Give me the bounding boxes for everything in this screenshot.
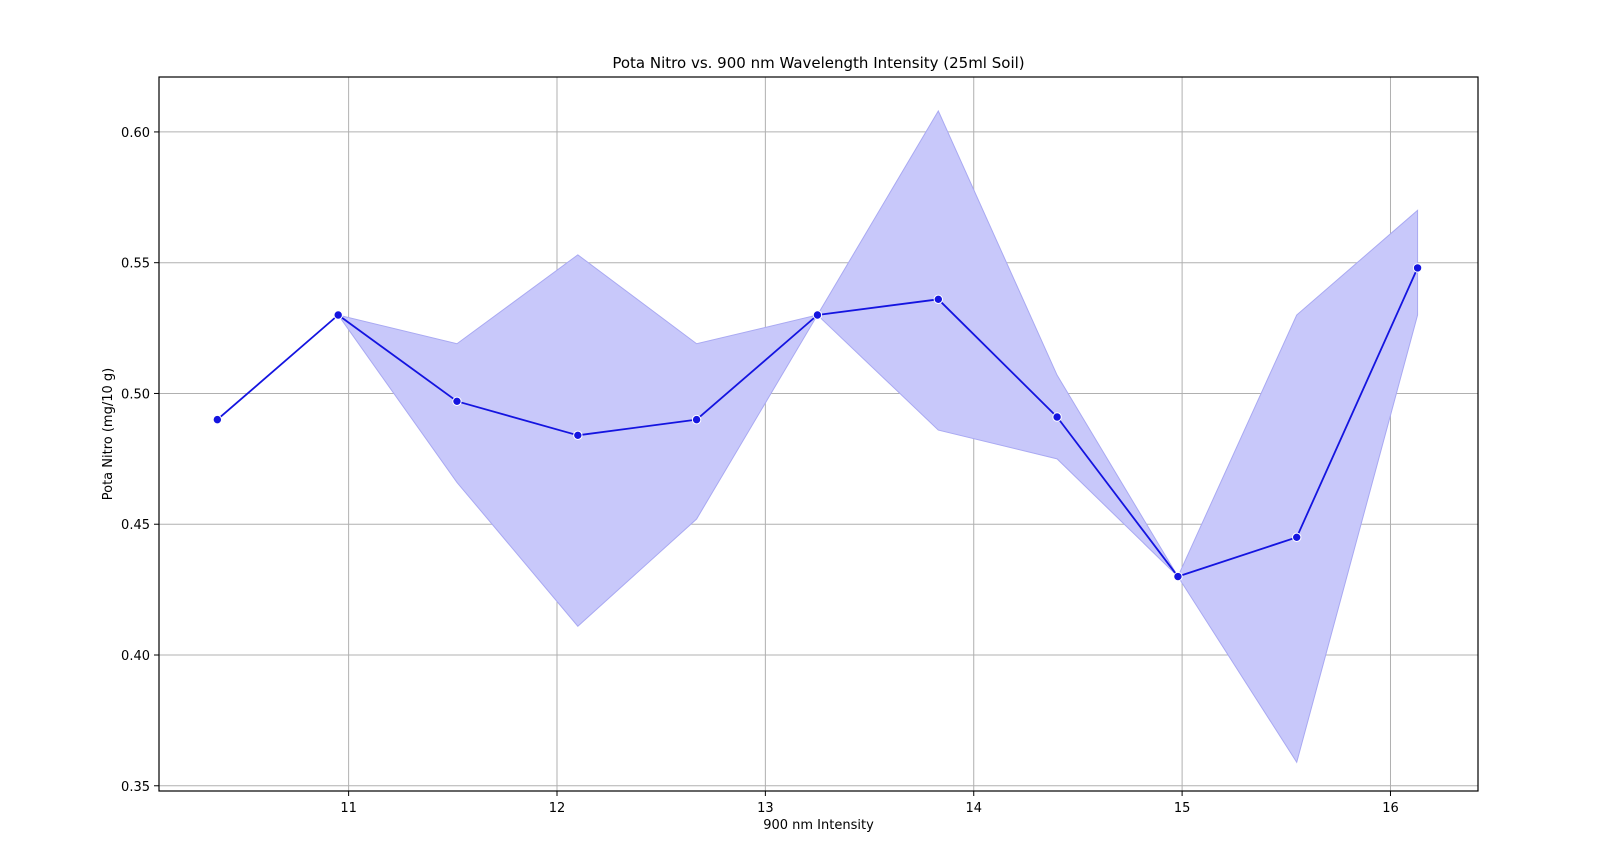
- plot-area-frame: [158, 76, 1479, 792]
- data-point: [1292, 532, 1302, 543]
- data-point: [212, 414, 223, 425]
- data-point: [1412, 263, 1423, 273]
- x-tick-label: 12: [549, 801, 566, 816]
- data-point: [812, 310, 823, 320]
- x-tick-label: 16: [1382, 801, 1399, 816]
- data-point: [691, 414, 702, 425]
- y-tick-label: 0.55: [121, 257, 150, 272]
- y-tick-label: 0.40: [121, 649, 150, 664]
- data-point: [573, 430, 583, 441]
- x-axis-label: 900 nm Intensity: [763, 818, 874, 833]
- confidence-band-area: [217, 109, 1419, 764]
- y-tick-label: 0.35: [121, 780, 150, 795]
- data-point: [333, 310, 343, 320]
- x-tick-label: 14: [965, 801, 982, 816]
- x-tick-label: 13: [757, 801, 774, 816]
- data-point: [933, 294, 944, 305]
- grid: [159, 77, 1478, 791]
- x-tick-label: 11: [340, 801, 357, 816]
- data-point: [1173, 571, 1183, 582]
- y-axis-label: Pota Nitro (mg/10 g): [101, 368, 116, 500]
- confidence-band: [217, 109, 1419, 764]
- axis-ticks: 11 12 13 14 15 16 0.35 0.40 0.45 0.50 0.55 0.60: [121, 126, 1399, 816]
- x-tick-label: 15: [1174, 801, 1191, 816]
- series-points: [212, 263, 1423, 582]
- y-tick-label: 0.60: [121, 126, 150, 141]
- data-point: [452, 396, 462, 407]
- data-point: [1052, 412, 1062, 422]
- y-tick-label: 0.50: [121, 387, 150, 402]
- chart-title: Pota Nitro vs. 900 nm Wavelength Intensi…: [612, 54, 1024, 72]
- y-tick-label: 0.45: [121, 518, 150, 533]
